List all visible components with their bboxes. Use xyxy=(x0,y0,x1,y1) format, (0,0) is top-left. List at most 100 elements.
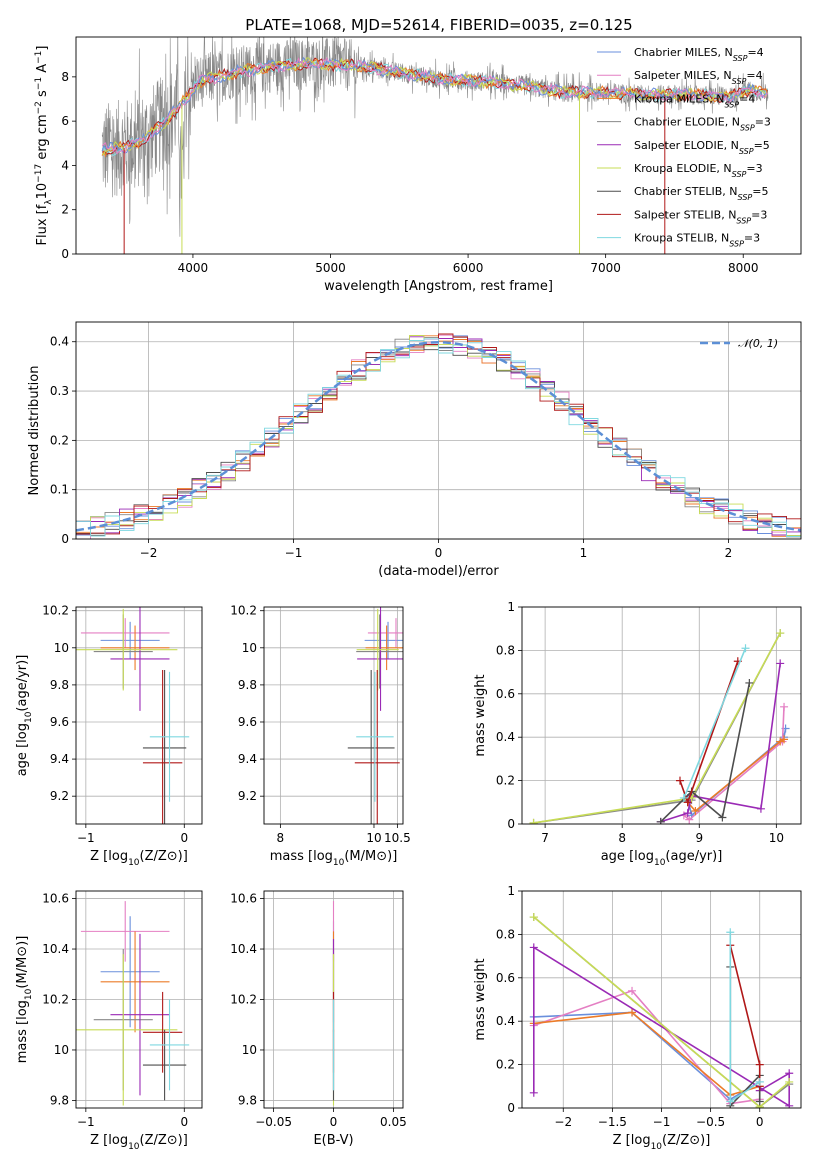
y-tick-label: 0.2 xyxy=(496,1058,515,1072)
weight-marker xyxy=(755,1060,764,1069)
y-tick-label: 0 xyxy=(507,817,515,831)
plot-area xyxy=(347,607,403,824)
weight-marker xyxy=(628,986,637,995)
x-tick-label: −1 xyxy=(77,1115,95,1129)
plot-area xyxy=(101,37,769,254)
legend-label: Salpeter STELIB, NSSP=3 xyxy=(634,208,767,225)
weight-marker xyxy=(785,1069,794,1078)
y-tick-label: 6 xyxy=(61,114,69,128)
y-axis-label: mass weight xyxy=(473,674,488,756)
y-tick-label: 10.2 xyxy=(230,604,257,618)
weight-marker xyxy=(755,1097,764,1106)
x-tick-label: 6000 xyxy=(453,261,484,275)
y-tick-label: 9.8 xyxy=(50,678,69,692)
x-axis-label: wavelength [Angstrom, rest frame] xyxy=(324,279,553,294)
x-tick-label: 10.5 xyxy=(384,831,411,845)
y-tick-label: 10 xyxy=(54,1043,69,1057)
x-tick-label: 1 xyxy=(580,546,588,560)
weight-line-salpeter-miles xyxy=(683,706,785,821)
x-tick-label: 10 xyxy=(769,831,784,845)
y-tick-label: 9.4 xyxy=(238,752,257,766)
x-tick-label: −1 xyxy=(285,546,303,560)
y-tick-label: 10 xyxy=(242,1043,257,1057)
panel-spectrum: 4000 5000 6000 7000 8000 0 2 4 6 8 wavelength [Ang… xyxy=(34,36,802,294)
y-tick-label: 0 xyxy=(507,1101,515,1115)
weight-line-salpeter-stelib xyxy=(729,945,761,1087)
weight-marker xyxy=(683,798,692,807)
axes-frame xyxy=(75,606,203,825)
y-tick-label: 9.6 xyxy=(50,715,69,729)
y-axis-label: Normed distribution xyxy=(27,366,42,496)
axes-frame xyxy=(75,36,802,255)
x-tick-label: 8 xyxy=(277,831,285,845)
panel-mass_vs_Z: −1 0 9.8 10 10.2 10.4 10.6 Z [log10(Z/Z⊙)] mass … xyxy=(15,890,203,1152)
weight-line-kroupa-miles xyxy=(687,738,785,813)
x-tick-label: 2 xyxy=(725,546,733,560)
x-axis-label: mass [log10(M/M⊙)] xyxy=(270,849,398,868)
legend-label: Kroupa MILES, NSSP=4 xyxy=(634,92,755,109)
weight-marker xyxy=(776,629,785,638)
weight-marker xyxy=(718,813,727,822)
weight-marker xyxy=(683,809,692,818)
x-axis-label: Z [log10(Z/Z⊙)] xyxy=(90,849,188,868)
plot-area xyxy=(76,607,190,824)
plot-area xyxy=(529,629,790,824)
x-axis-label: age [log10(age/yr)] xyxy=(601,849,723,868)
weight-marker xyxy=(628,1008,637,1017)
weight-marker xyxy=(776,659,785,668)
weight-marker xyxy=(780,735,789,744)
legend-label: Kroupa STELIB, NSSP=3 xyxy=(634,232,760,249)
x-tick-label: 4000 xyxy=(178,261,209,275)
x-tick-label: 10 xyxy=(366,831,381,845)
y-tick-label: 0.8 xyxy=(496,927,515,941)
weight-line-kroupa-miles xyxy=(533,1011,760,1096)
weight-marker xyxy=(679,793,688,802)
y-axis-label: Flux [fλ10−17 erg cm−2 s−1 A−1] xyxy=(34,46,54,246)
panel-mass_vs_EBV: −0.05 0 0.05 9.8 10 10.2 10.4 10.6 E(B-V) xyxy=(230,890,407,1148)
y-tick-label: 9.8 xyxy=(238,1093,257,1107)
x-tick-label: −1.5 xyxy=(598,1115,627,1129)
x-tick-label: −2 xyxy=(140,546,158,560)
y-tick-label: 9.8 xyxy=(238,678,257,692)
x-tick-label: 7000 xyxy=(590,261,621,275)
y-tick-label: 10 xyxy=(54,641,69,655)
y-axis-label: mass weight xyxy=(473,958,488,1040)
y-tick-label: 10.2 xyxy=(230,993,257,1007)
y-tick-label: 0 xyxy=(61,247,69,261)
x-tick-label: −1 xyxy=(77,831,95,845)
y-tick-label: 0.3 xyxy=(50,384,69,398)
weight-marker xyxy=(726,1097,735,1106)
y-tick-label: 10.2 xyxy=(42,604,69,618)
y-tick-label: 0.2 xyxy=(496,774,515,788)
y-axis-label: mass [log10(M/M⊙)] xyxy=(15,936,34,1064)
weight-marker xyxy=(780,702,789,711)
figure-title: PLATE=1068, MJD=52614, FIBERID=0035, z=0… xyxy=(245,16,632,34)
weight-marker xyxy=(756,804,765,813)
y-tick-label: 4 xyxy=(61,158,69,172)
x-tick-label: 0 xyxy=(180,831,188,845)
legend-label: 𝒩(0, 1) xyxy=(738,337,778,350)
x-axis-label: Z [log10(Z/Z⊙)] xyxy=(90,1133,188,1152)
x-tick-label: −0.05 xyxy=(255,1115,292,1129)
y-tick-label: 0.8 xyxy=(496,643,515,657)
x-tick-label: 8000 xyxy=(728,261,759,275)
x-tick-label: 0 xyxy=(180,1115,188,1129)
y-tick-label: 1 xyxy=(507,600,515,614)
plot-area xyxy=(76,333,801,539)
x-tick-label: 0 xyxy=(330,1115,338,1129)
weight-line-chabrier-miles xyxy=(686,728,787,817)
plot-area xyxy=(529,913,794,1108)
legend-label: Chabrier ELODIE, NSSP=3 xyxy=(634,116,771,133)
x-tick-label: 8 xyxy=(618,831,626,845)
y-tick-label: 10.2 xyxy=(42,993,69,1007)
x-axis-label: E(B-V) xyxy=(313,1133,353,1148)
panel-weight_vs_age: 7 8 9 10 0 0.2 0.4 0.6 0.8 1 age [log10(age/yr)] ma… xyxy=(473,600,802,868)
y-tick-label: 0 xyxy=(61,532,69,546)
axes-frame xyxy=(263,606,404,825)
weight-marker xyxy=(685,815,694,824)
legend-label: Salpeter ELODIE, NSSP=5 xyxy=(634,139,770,156)
y-tick-label: 2 xyxy=(61,203,69,217)
plot-area xyxy=(76,901,190,1106)
weight-marker xyxy=(745,678,754,687)
